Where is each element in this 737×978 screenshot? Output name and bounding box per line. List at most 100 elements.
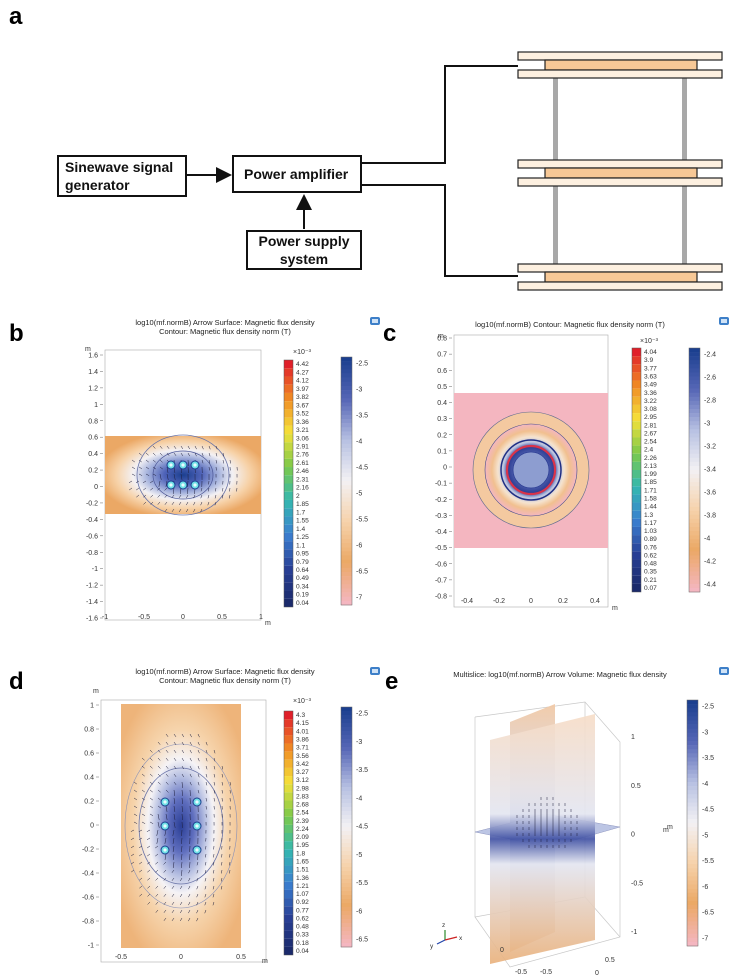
plot-d-arrow	[196, 893, 199, 898]
plot-d-contour-scale-label: 2.83	[296, 793, 309, 800]
plot-d-arrow	[133, 781, 137, 785]
plot-d-arrow	[172, 845, 175, 852]
plot-d-arrow	[155, 877, 159, 881]
plot-d-arrow	[157, 805, 161, 809]
plot-c-ytick-label: 0.2	[437, 432, 447, 439]
plot-b-surface-scale-label: -2.5	[356, 361, 368, 368]
plot-c-ytick-label: -0.8	[435, 594, 447, 601]
plot-c-contour-scale-label: 0.21	[644, 577, 657, 584]
plot-e-surface-scale-gradient	[687, 888, 698, 893]
plot-d-arrow	[155, 869, 159, 873]
plot-d-arrow	[165, 773, 169, 777]
plot-d-surface-scale-gradient	[341, 727, 352, 732]
plot-c-surface-scale-gradient	[689, 518, 700, 524]
plot-d-menu-icon[interactable]	[369, 666, 381, 676]
plot-d-arrow	[221, 781, 223, 786]
plot-b-surface-scale-gradient	[341, 497, 352, 502]
plot-d-arrow	[163, 885, 167, 889]
plot-c-contour-scale-swatch	[632, 413, 641, 422]
plot-b-surface-scale-gradient	[341, 518, 352, 523]
plot-b-arrow	[159, 459, 163, 463]
plot-b-arrow	[145, 466, 150, 470]
plot-c-contour-scale-label: 3.36	[644, 390, 657, 397]
plot-d-contour-scale-label: 0.33	[296, 932, 309, 939]
plot-c-surface-scale-gradient	[689, 445, 700, 450]
plot-c-contour-scale-swatch	[632, 461, 641, 470]
plot-d-contour-scale-label: 0.77	[296, 907, 309, 914]
plot-c-surface-scale-gradient	[689, 409, 700, 414]
plot-c-surface-scale-gradient	[689, 368, 700, 373]
plot-b-arrow	[138, 473, 143, 476]
plot-b-menu-icon[interactable]	[369, 316, 381, 326]
plot-e-surface-scale-gradient	[687, 700, 698, 705]
plot-b-arrow	[187, 466, 189, 473]
plot-c-surface-scale-label: -3.6	[704, 490, 716, 497]
plot-c-surface-scale-gradient	[689, 490, 700, 495]
plot-d-arrow	[130, 845, 135, 849]
bottom-coil-wire	[362, 184, 518, 277]
plot-c-xtick-label: 0	[529, 598, 533, 605]
plot-d-arrow	[133, 797, 138, 801]
plot-e-surface-scale-gradient	[687, 810, 698, 816]
plot-d-arrow	[133, 813, 138, 816]
plot-d-surface-scale-gradient	[341, 935, 352, 940]
plot-d-arrow	[163, 869, 167, 873]
plot-d-arrow	[204, 885, 207, 890]
plot-e-surface-scale-gradient	[687, 736, 698, 742]
plot-b-surface-scale-gradient	[341, 576, 352, 581]
plot-d-arrow	[147, 885, 151, 889]
plot-b-arrow	[172, 487, 175, 494]
plot-d-ytick-label: 0.8	[84, 727, 94, 734]
plot-b-ytick-label: -1.2	[86, 583, 98, 590]
plot-d-arrow	[165, 781, 169, 785]
plot-b-surface-scale-gradient	[341, 509, 352, 515]
plot-e-surface-scale-label: -7	[702, 936, 708, 943]
plot-b-arrow	[208, 452, 211, 457]
plot-c-menu-icon[interactable]	[718, 316, 730, 326]
plot-d-ytick-label: -1	[88, 943, 94, 950]
plot-d-arrow	[212, 877, 215, 882]
power-supply-label-2: system	[279, 251, 329, 267]
plot-d-arrow	[181, 781, 183, 788]
plot-b-arrow	[178, 494, 182, 499]
plot-d-xtick-label: 0.5	[236, 954, 246, 961]
plot-d-arrow	[139, 877, 143, 881]
triad-x: x	[459, 935, 463, 942]
panel-label-b: b	[9, 320, 24, 347]
plot-c-ytick-label: 0.8	[437, 336, 447, 343]
plot-b-arrow	[187, 459, 189, 466]
plot-d-surface-scale-gradient	[341, 783, 352, 788]
plot-b-surface-scale-gradient	[341, 402, 352, 407]
plot-b-ytick-label: 1	[94, 402, 98, 409]
plot-b-contour-scale-swatch	[284, 458, 293, 468]
plot-b-arrow	[201, 452, 204, 457]
plot-d-arrow	[141, 781, 145, 785]
plot-d-arrow	[229, 781, 231, 786]
plot-b-contour-scale-swatch	[284, 516, 293, 525]
plot-d-arrow	[157, 781, 161, 785]
plot-c-surface-scale-gradient	[689, 384, 700, 389]
plot-d-arrow	[163, 901, 167, 905]
plot-c-surface-scale-gradient	[689, 470, 700, 475]
plot-b-surface-scale-gradient	[341, 365, 352, 370]
plot-b-contour-scale-label: 3.52	[296, 411, 309, 418]
plot-e-ztick-label: 0	[631, 832, 635, 839]
plot-c-contour-scale-label: 1.85	[644, 479, 657, 486]
plot-e-surface-scale-gradient	[687, 769, 698, 775]
plot-b-arrow	[229, 459, 231, 464]
plot-b-contour-scale-swatch	[284, 557, 293, 566]
plot-d-surface-scale-gradient	[341, 839, 352, 844]
plot-b-scale-exp: ×10⁻³	[293, 349, 312, 356]
plot-c-contour-scale-label: 3.08	[644, 406, 657, 413]
plot-d-arrow	[181, 869, 183, 876]
plot-c-ytick-label: 0	[443, 465, 447, 472]
plot-e-surface-scale-gradient	[687, 896, 698, 902]
plot-d-surface-scale-gradient	[341, 799, 352, 804]
plot-b-surface-scale-gradient	[341, 406, 352, 412]
plot-e-surface-scale-gradient	[687, 929, 698, 934]
plot-b-arrow	[166, 452, 170, 456]
plot-d-surface-scale-gradient	[341, 903, 352, 908]
plot-e-menu-icon[interactable]	[718, 666, 730, 676]
plot-d-arrow	[197, 749, 200, 754]
plot-d-surface-scale-gradient	[341, 743, 352, 748]
